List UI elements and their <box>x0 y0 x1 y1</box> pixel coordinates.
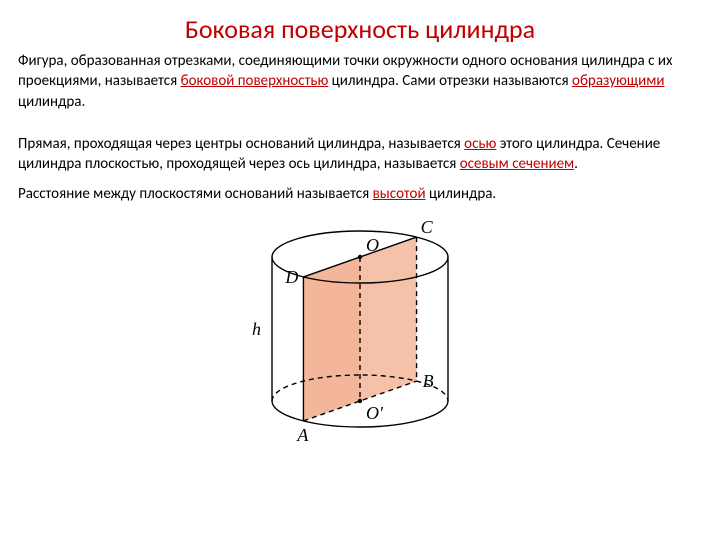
p3-term-height: высотой <box>373 185 426 203</box>
p1-term-generators: образующими <box>572 72 664 90</box>
p2-text-e: . <box>574 155 578 173</box>
svg-text:C: C <box>421 217 434 237</box>
svg-text:h: h <box>252 319 261 339</box>
p1-text-c: цилиндра. Сами отрезки называются <box>328 72 572 90</box>
svg-text:O': O' <box>366 403 384 423</box>
p2-term-axis: осью <box>464 135 496 153</box>
p1-text-e: цилиндра. <box>18 93 85 111</box>
p3-text-c: цилиндра. <box>426 185 497 203</box>
cylinder-figure: O O' C D B Ah <box>18 215 702 455</box>
p1-term-lateral-surface: боковой поверхностью <box>181 72 329 90</box>
p2-text-a: Прямая, проходящая через центры основани… <box>18 135 464 153</box>
cylinder-svg: O O' C D B Ah <box>230 215 490 455</box>
svg-text:A: A <box>296 425 309 445</box>
page-title: Боковая поверхность цилиндра <box>18 12 702 47</box>
svg-text:O: O <box>366 235 379 255</box>
paragraph-2: Прямая, проходящая через центры основани… <box>18 134 702 175</box>
svg-text:B: B <box>423 371 434 391</box>
paragraph-3: Расстояние между плоскостями оснований н… <box>18 184 702 204</box>
p2-term-axial-section: осевым сечением <box>460 155 574 173</box>
svg-text:D: D <box>284 267 298 287</box>
paragraph-1: Фигура, образованная отрезками, соединяю… <box>18 51 702 112</box>
p3-text-a: Расстояние между плоскостями оснований н… <box>18 185 373 203</box>
